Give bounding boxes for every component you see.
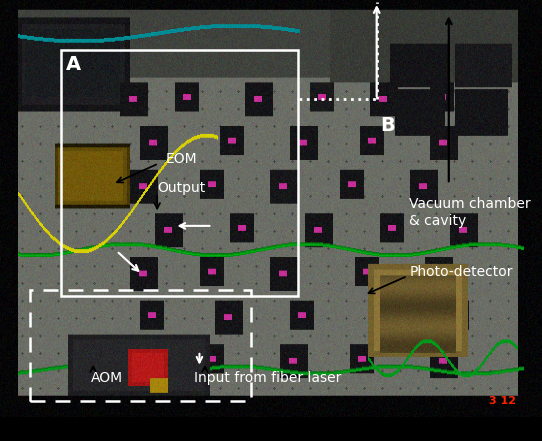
Bar (61, 50, 298, 296)
Text: Output: Output (157, 181, 205, 195)
Text: EOM: EOM (165, 152, 197, 166)
Text: Photo-detector: Photo-detector (409, 265, 513, 279)
Text: 3 12: 3 12 (489, 396, 516, 406)
Text: Figure 2.9: Picture of the optical system in the acoustic isolation box.: Figure 2.9: Picture of the optical syste… (55, 425, 487, 437)
Bar (30, 291, 251, 401)
Text: AOM: AOM (91, 371, 123, 385)
Text: Input from fiber laser: Input from fiber laser (194, 371, 341, 385)
Text: Vacuum chamber
& cavity: Vacuum chamber & cavity (409, 198, 531, 228)
Text: B: B (380, 116, 395, 135)
Text: A: A (66, 55, 81, 74)
